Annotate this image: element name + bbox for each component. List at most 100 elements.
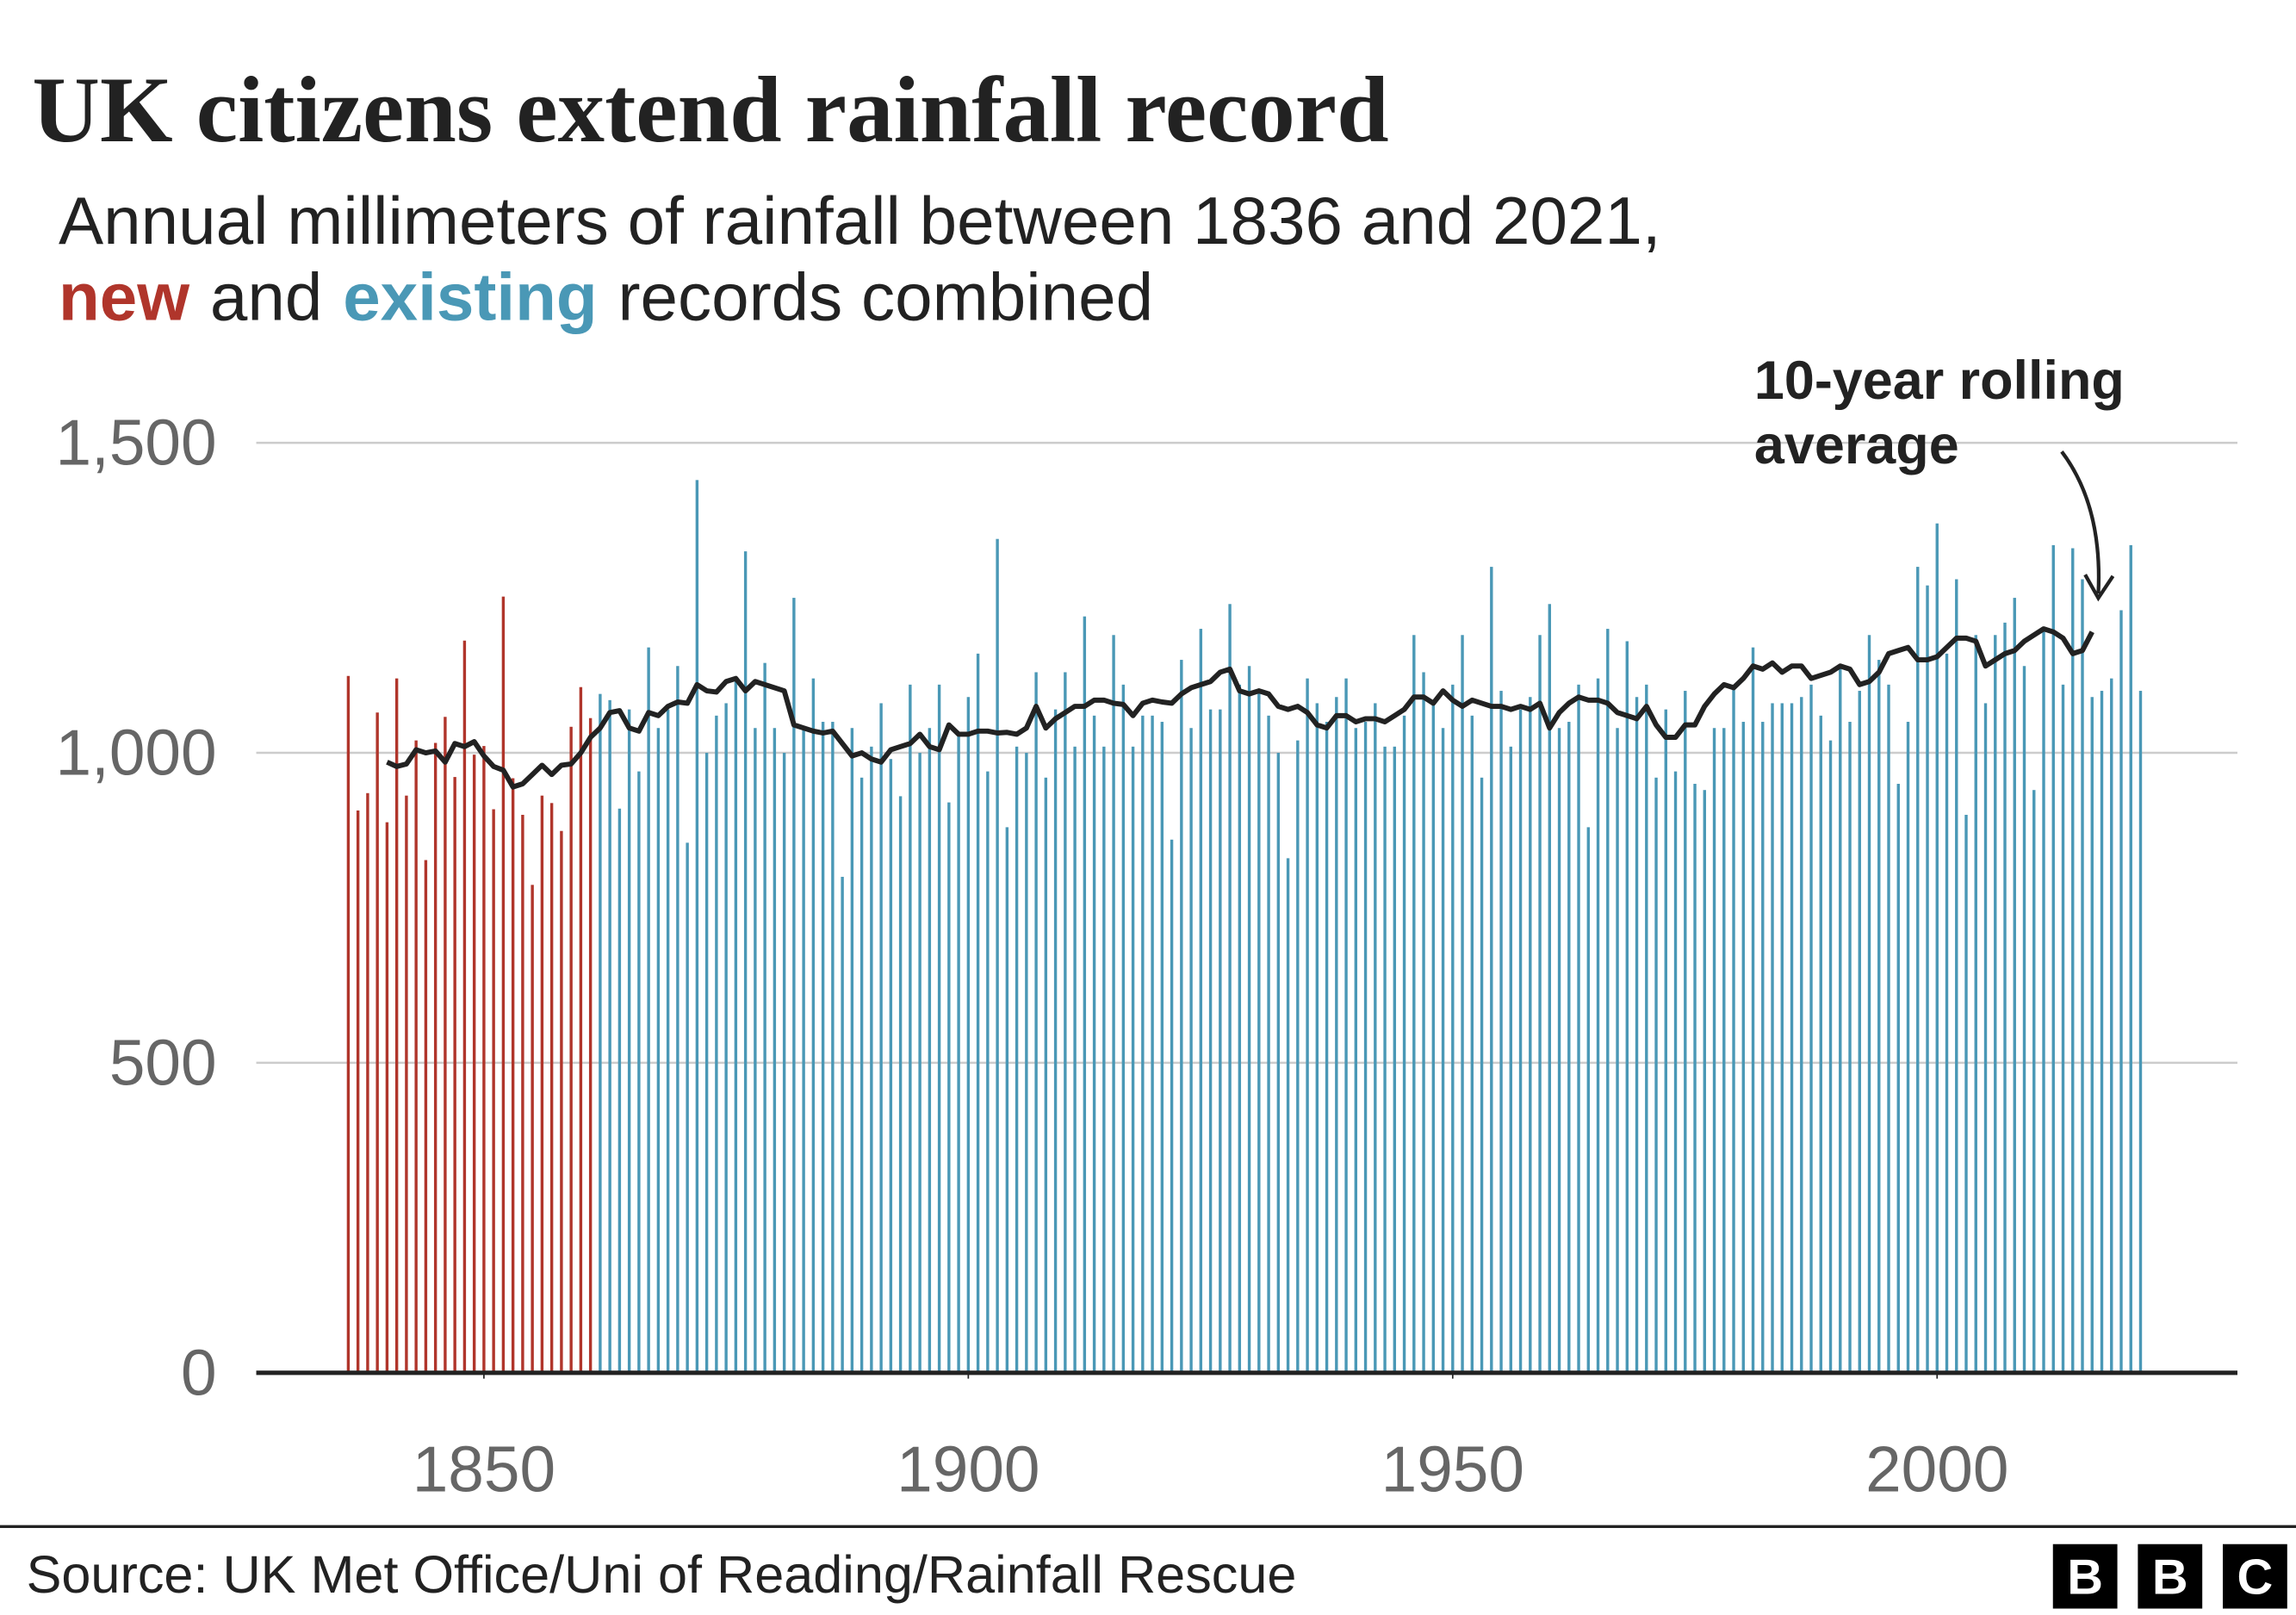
bar xyxy=(647,647,650,1373)
bar xyxy=(1906,722,1910,1373)
bar xyxy=(531,885,534,1373)
bar xyxy=(1344,678,1348,1373)
bar xyxy=(2081,579,2084,1373)
bar xyxy=(1673,771,1678,1373)
bar xyxy=(1015,746,1019,1373)
bar xyxy=(1315,703,1319,1373)
bar xyxy=(1800,697,1803,1373)
bar xyxy=(2051,544,2055,1373)
bar xyxy=(879,703,883,1373)
annotation-arrowhead xyxy=(2083,574,2115,602)
bar xyxy=(1025,753,1028,1373)
bar xyxy=(1722,728,1726,1373)
bar xyxy=(1819,715,1822,1373)
bar xyxy=(966,697,971,1373)
bar xyxy=(2061,684,2065,1373)
bar xyxy=(627,709,631,1373)
bar xyxy=(1616,728,1619,1373)
bar xyxy=(560,830,563,1373)
bar xyxy=(1354,728,1358,1373)
legend-entry: existing xyxy=(343,258,598,334)
bar xyxy=(1741,722,1745,1373)
bar xyxy=(1247,666,1251,1373)
bar xyxy=(2071,548,2075,1373)
bar xyxy=(1296,740,1300,1373)
bar xyxy=(1664,709,1667,1373)
bar xyxy=(1732,684,1735,1373)
bar xyxy=(1712,728,1716,1373)
bar xyxy=(1470,715,1474,1373)
bar xyxy=(1916,567,1920,1373)
bar xyxy=(1306,678,1309,1373)
bar xyxy=(889,759,893,1373)
bar xyxy=(666,709,670,1373)
bar xyxy=(841,876,844,1373)
bar xyxy=(346,675,351,1373)
bar xyxy=(1363,722,1368,1373)
bar xyxy=(1858,691,1861,1373)
bar xyxy=(1751,647,1755,1373)
subtitle-line: new and existing records combined xyxy=(59,258,1153,334)
bar xyxy=(754,728,757,1373)
bar xyxy=(1518,709,1523,1373)
bar xyxy=(1053,709,1058,1373)
bar xyxy=(1645,684,1648,1373)
bar xyxy=(1402,715,1406,1373)
bar xyxy=(850,728,854,1373)
bar xyxy=(1044,777,1048,1373)
bar xyxy=(1092,715,1096,1373)
subtitle-joiner: and xyxy=(210,258,322,334)
bar xyxy=(734,678,738,1373)
bar xyxy=(2110,678,2113,1373)
bar xyxy=(2003,622,2007,1373)
rolling-average-line xyxy=(386,626,2094,790)
bar xyxy=(1548,604,1552,1373)
bar xyxy=(501,596,506,1373)
bar xyxy=(1625,641,1629,1373)
bar xyxy=(444,717,447,1373)
bar xyxy=(1877,660,1881,1373)
logo: B B C xyxy=(2052,1544,2287,1609)
bar xyxy=(996,538,999,1373)
bar xyxy=(599,693,602,1373)
bar xyxy=(1964,815,1968,1373)
bar xyxy=(1431,703,1436,1373)
bar xyxy=(394,678,399,1373)
bar xyxy=(1557,728,1561,1373)
bar xyxy=(1867,635,1871,1373)
source: Source: UK Met Office/Uni of Reading/Rai… xyxy=(27,1545,1297,1604)
bar xyxy=(1228,604,1232,1373)
bar xyxy=(1412,635,1416,1373)
bar xyxy=(1606,629,1610,1373)
bar xyxy=(1955,579,1958,1373)
bar xyxy=(686,842,689,1373)
bar xyxy=(1887,684,1890,1373)
bar xyxy=(1083,616,1087,1373)
bar xyxy=(1780,703,1784,1373)
bar xyxy=(1180,660,1183,1373)
bar xyxy=(2100,691,2104,1373)
bar xyxy=(1538,635,1542,1373)
y-tick-label: 500 xyxy=(109,1026,217,1098)
bar xyxy=(492,809,495,1373)
bar xyxy=(1635,697,1639,1373)
bar xyxy=(918,753,922,1373)
bar xyxy=(656,728,661,1373)
bar xyxy=(947,802,951,1373)
bar xyxy=(1577,684,1580,1373)
bar xyxy=(569,726,573,1373)
bar xyxy=(1325,722,1329,1373)
bar xyxy=(405,795,408,1373)
bar xyxy=(715,715,718,1373)
y-tick-label: 1,000 xyxy=(55,717,216,789)
bar xyxy=(540,795,544,1373)
bar xyxy=(453,777,456,1373)
bar xyxy=(802,728,805,1373)
y-tick-label: 0 xyxy=(181,1336,217,1408)
bar xyxy=(1509,746,1513,1373)
annotation: average xyxy=(1754,415,1959,475)
bar xyxy=(637,771,641,1373)
bar xyxy=(2013,598,2016,1373)
